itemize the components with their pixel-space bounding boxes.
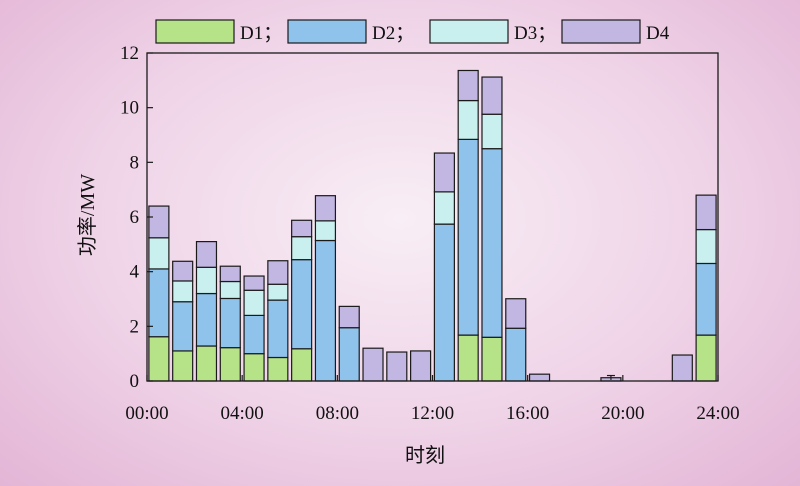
bar-d2-h9: [338, 327, 360, 382]
bar-d4-h8: [314, 195, 337, 222]
legend-swatch-d1: [155, 19, 235, 44]
y-tick-label: 4: [130, 262, 140, 283]
x-tick-label: 20:00: [601, 403, 644, 424]
bar-d4-h14: [457, 69, 479, 102]
bar-d1-h4: [219, 347, 241, 382]
bar-d3-h1: [148, 237, 170, 270]
bar-d4-h23: [671, 354, 693, 382]
legend-swatch-d3: [429, 19, 509, 44]
bars: [148, 69, 717, 382]
bar-d4-h13: [433, 152, 455, 193]
y-tick-label: 0: [130, 371, 140, 392]
bar-d4-h2: [172, 260, 194, 282]
axes: 0 2 4 6 8 10 12 00:00 04:00 08:00 12:00 16:00 20:00 2…: [120, 43, 740, 424]
bar-d3-h14: [457, 99, 479, 140]
legend-label-d3: D3；: [514, 23, 556, 44]
y-axis-title: 功率/MW: [76, 174, 99, 256]
bar-d3-h24: [695, 228, 717, 265]
bar-d1-h5: [243, 353, 265, 382]
bar-d2-h6: [267, 299, 289, 359]
x-tick-label: 04:00: [221, 403, 264, 424]
legend-label-d1: D1；: [240, 23, 282, 44]
y-tick-label: 10: [120, 98, 139, 119]
y-tick-label: 12: [120, 43, 139, 64]
bar-d2-h24: [695, 262, 717, 336]
bar-d2-h7: [291, 259, 313, 350]
bar-d4-h7: [291, 219, 313, 238]
bar-d3-h6: [267, 283, 289, 301]
bar-d4-h16: [505, 298, 527, 329]
bar-d4-h24: [695, 194, 717, 231]
bar-d2-h14: [457, 138, 479, 336]
bar-d2-h5: [243, 314, 265, 355]
bar-d2-h4: [219, 297, 241, 349]
bar-d3-h2: [172, 280, 194, 303]
bar-d2-h13: [433, 223, 455, 382]
bar-d2-h8: [314, 239, 337, 382]
legend-label-d2: D2；: [372, 23, 414, 44]
bar-d2-h2: [172, 301, 194, 352]
bar-d4-h17: [528, 373, 551, 382]
bar-d3-h4: [219, 280, 241, 300]
bar-d1-h2: [172, 350, 194, 382]
bar-d4-h4: [219, 265, 241, 283]
legend: D1； D2； D3； D4: [155, 19, 670, 44]
x-tick-label: 16:00: [506, 403, 549, 424]
bar-d1-h1: [148, 336, 170, 382]
x-tick-label: 00:00: [125, 403, 168, 424]
bar-d1-h7: [291, 348, 313, 382]
bar-d3-h13: [433, 191, 455, 225]
bar-d4-h9: [338, 305, 360, 329]
bar-d4-h10: [362, 347, 384, 382]
legend-label-d4: D4: [646, 23, 670, 44]
bar-d1-h15: [481, 336, 503, 382]
bar-d3-h5: [243, 289, 265, 316]
x-tick-label: 24:00: [696, 403, 739, 424]
bar-d1-h6: [267, 356, 289, 382]
legend-swatch-d2: [287, 19, 367, 44]
legend-swatch-d4: [561, 19, 641, 44]
bar-d4-h15: [481, 76, 503, 115]
bar-d1-h3: [195, 345, 218, 382]
bar-d4-h6: [267, 260, 289, 285]
bar-d2-h15: [481, 148, 503, 338]
bar-d4-h1: [148, 205, 170, 239]
bar-d4-h12: [410, 350, 432, 382]
bar-d3-h15: [481, 113, 503, 150]
bar-d4-h5: [243, 275, 265, 291]
x-tick-label: 12:00: [411, 403, 454, 424]
bar-d2-h16: [505, 327, 527, 382]
bar-d3-h7: [291, 236, 313, 261]
bar-d3-h8: [314, 220, 337, 242]
x-axis-title: 时刻: [405, 444, 445, 467]
y-tick-label: 2: [130, 316, 140, 337]
bar-d2-h3: [195, 292, 218, 347]
bar-d4-h11: [386, 351, 408, 382]
bar-d4-h3: [195, 241, 218, 268]
y-tick-label: 6: [130, 207, 140, 228]
bar-d3-h3: [195, 266, 218, 295]
x-tick-label: 08:00: [316, 403, 359, 424]
bar-d1-h24: [695, 334, 717, 382]
y-tick-label: 8: [130, 152, 140, 173]
bar-d1-h14: [457, 334, 479, 382]
